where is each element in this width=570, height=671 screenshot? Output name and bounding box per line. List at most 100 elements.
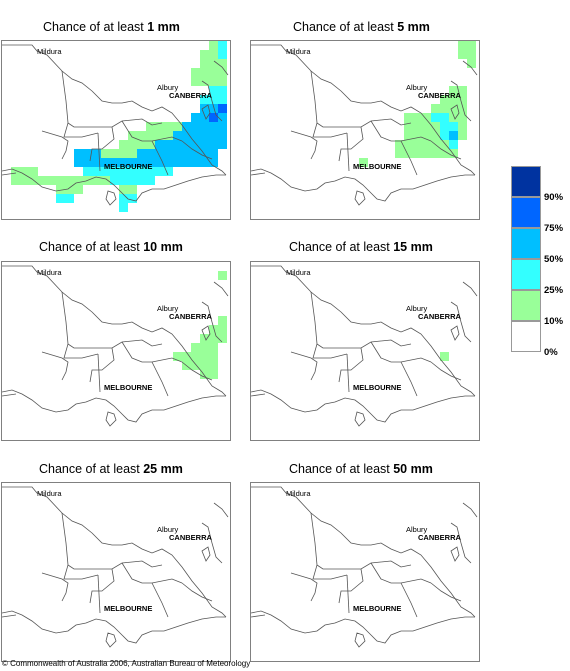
panel-title-1mm: Chance of at least 1 mm (43, 20, 180, 34)
boundary-line (346, 574, 350, 614)
probability-cell (164, 122, 173, 131)
probability-cell (422, 140, 431, 149)
probability-cell (110, 176, 119, 185)
probability-cell (209, 68, 218, 77)
act-boundary (201, 104, 211, 120)
probability-cell (467, 41, 476, 50)
probability-cell (200, 361, 209, 370)
boundary-line (121, 120, 183, 142)
probability-cell (173, 131, 182, 140)
probability-cell (110, 149, 119, 158)
probability-cell (191, 140, 200, 149)
probability-cell (20, 167, 29, 176)
place-label-albury: Albury (157, 83, 179, 92)
copyright-text: © Commonwealth of Australia 2006, Austra… (2, 659, 251, 668)
boundary-line (346, 353, 350, 393)
boundary-line (2, 486, 227, 618)
probability-cell (119, 167, 128, 176)
probability-cell (65, 185, 74, 194)
probability-cell (146, 122, 155, 131)
probability-cell (218, 113, 227, 122)
probability-cell (182, 158, 191, 167)
panel-title-50mm: Chance of at least 50 mm (289, 462, 433, 476)
probability-cell (128, 140, 137, 149)
boundary-line (2, 389, 226, 423)
probability-cell (191, 149, 200, 158)
probability-cell (209, 50, 218, 59)
legend-swatch-25 (511, 259, 541, 290)
probability-cell (191, 77, 200, 86)
probability-cell (209, 334, 218, 343)
act-boundary (201, 546, 211, 562)
probability-cell (182, 131, 191, 140)
place-label-albury: Albury (157, 304, 179, 313)
probability-cell (146, 140, 155, 149)
boundary-line (251, 44, 476, 176)
map-panel-25mm: Mildura CANBERRA Albury MELBOURNE (1, 482, 231, 662)
place-label-canberra: CANBERRA (169, 312, 212, 321)
probability-cell (119, 140, 128, 149)
boundary-line (290, 572, 318, 602)
boundary-line (201, 522, 223, 564)
boundary-line (450, 522, 472, 564)
probability-cell (137, 167, 146, 176)
probability-cell (209, 113, 218, 122)
probability-cell (422, 131, 431, 140)
place-label-melbourne: MELBOURNE (353, 383, 402, 392)
probability-cell (92, 167, 101, 176)
probability-cell (218, 86, 227, 95)
place-label-melbourne: MELBOURNE (104, 162, 153, 171)
probability-cell (11, 176, 20, 185)
probability-cell (191, 68, 200, 77)
probability-cell (422, 122, 431, 131)
probability-cell (74, 185, 83, 194)
boundary-line (310, 291, 348, 359)
probability-cell (200, 59, 209, 68)
probability-cell (173, 352, 182, 361)
probability-cell (404, 122, 413, 131)
probability-cell (155, 122, 164, 131)
probability-cell (209, 41, 218, 50)
map-panel-50mm: Mildura CANBERRA Albury MELBOURNE (250, 482, 480, 662)
probability-cell (209, 352, 218, 361)
probability-cell (155, 131, 164, 140)
boundary-line (89, 126, 115, 162)
probability-cell (431, 122, 440, 131)
probability-cell (449, 131, 458, 140)
probability-cell (449, 104, 458, 113)
place-label-mildura: Mildura (37, 268, 62, 277)
probability-cell (137, 176, 146, 185)
place-label-mildura: Mildura (286, 47, 311, 56)
probability-cell (137, 131, 146, 140)
boundary-line (213, 281, 229, 297)
place-label-melbourne: MELBOURNE (353, 162, 402, 171)
probability-cell (182, 352, 191, 361)
panel-title-15mm: Chance of at least 15 mm (289, 240, 433, 254)
legend-label-25: 25% (544, 285, 564, 296)
probability-cell (128, 194, 137, 203)
probability-cell (200, 131, 209, 140)
probability-cell (218, 41, 227, 50)
probability-cell (449, 122, 458, 131)
boundary-line (181, 361, 213, 381)
probability-cell (200, 149, 209, 158)
boundary-line (450, 301, 472, 343)
boundary-line (450, 80, 472, 122)
act-boundary (450, 325, 460, 341)
boundary-line (61, 291, 99, 359)
boundary-line (400, 582, 418, 618)
legend-swatch-50 (511, 228, 541, 259)
probability-cell (209, 77, 218, 86)
boundary-line (354, 632, 366, 648)
probability-cell (218, 271, 227, 280)
probability-cell (218, 77, 227, 86)
boundary-line (338, 126, 364, 162)
probability-cell (449, 95, 458, 104)
boundary-line (67, 339, 163, 349)
boundary-line (41, 351, 69, 381)
probability-cell (218, 131, 227, 140)
boundary-line (370, 120, 432, 142)
probability-cell (404, 149, 413, 158)
probability-cell (191, 343, 200, 352)
boundary-line (181, 140, 213, 160)
